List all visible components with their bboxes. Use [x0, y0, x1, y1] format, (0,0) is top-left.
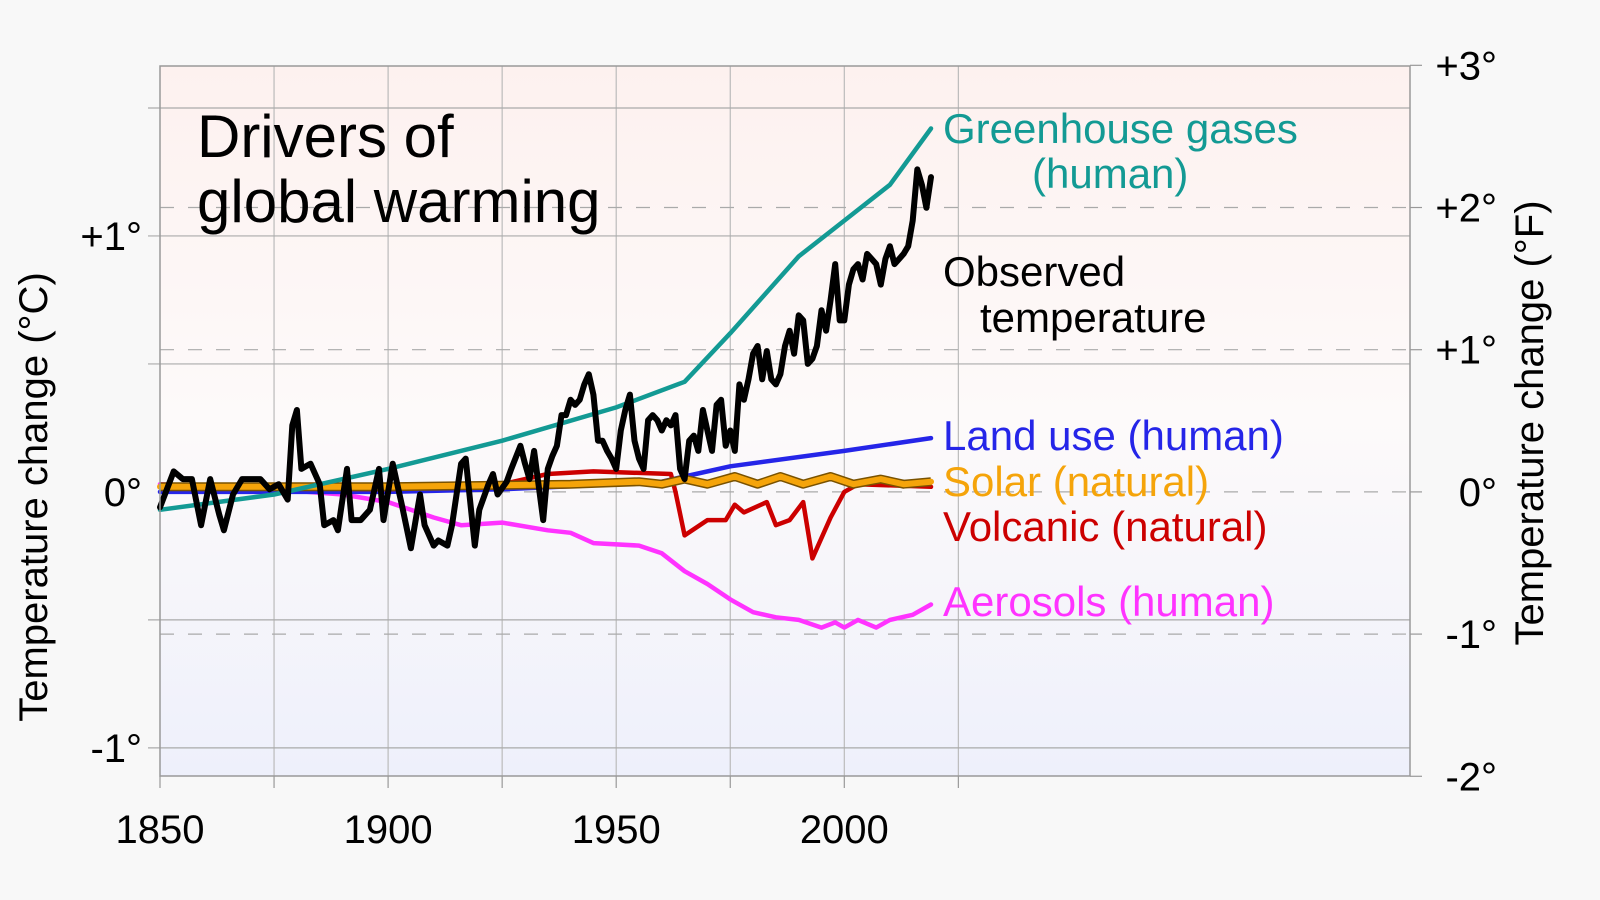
series-label-observed-temperature: Observed	[943, 248, 1125, 295]
chart-title-line-1: Drivers of	[197, 103, 454, 170]
series-label-observed-temperature: temperature	[980, 294, 1206, 341]
chart-title-line-2: global warming	[197, 168, 601, 235]
series-label-greenhouse-gases-human: (human)	[1032, 150, 1188, 197]
series-label-land-use-human: Land use (human)	[943, 412, 1284, 459]
y-tick-label-left: -1°	[90, 727, 142, 771]
series-label-volcanic-natural: Volcanic (natural)	[943, 503, 1268, 550]
axis-ticks: 1850 1900 1950 2000 +1° 0° -1° +3° +2° +1° 0° -1° -2…	[80, 44, 1497, 852]
y-axis-label-right: Temperature change (°F)	[1508, 200, 1552, 645]
plot-area	[160, 66, 1410, 776]
series-line-aerosols-human	[157, 481, 934, 630]
x-tick-label: 1900	[344, 808, 433, 852]
series-line-volcanic-natural	[157, 469, 934, 561]
series-line-observed-temperature	[157, 166, 934, 552]
x-tick-label: 1850	[116, 808, 205, 852]
y-tick-label-right: +2°	[1435, 187, 1497, 231]
y-tick-label-right: -2°	[1445, 755, 1497, 799]
series-label-greenhouse-gases-human: Greenhouse gases	[943, 105, 1298, 152]
series-label-solar-natural: Solar (natural)	[943, 458, 1209, 505]
x-tick-label: 2000	[800, 808, 889, 852]
y-tick-label-right: +3°	[1435, 44, 1497, 88]
series-label-aerosols-human: Aerosols (human)	[943, 578, 1274, 625]
y-tick-label-right: -1°	[1445, 613, 1497, 657]
y-tick-label-left: 0°	[104, 471, 142, 515]
y-tick-label-left: +1°	[80, 215, 142, 259]
y-tick-label-right: +1°	[1435, 329, 1497, 373]
y-tick-label-right: 0°	[1459, 471, 1497, 515]
series-labels: Aerosols (human) Land use (human) Volcanic…	[943, 105, 1298, 625]
plot-frame	[159, 65, 1411, 777]
series-layer	[157, 126, 934, 630]
series-line-solar-natural	[157, 473, 934, 490]
y-axis-label-left: Temperature change (°C)	[12, 272, 56, 722]
x-tick-label: 1950	[572, 808, 661, 852]
